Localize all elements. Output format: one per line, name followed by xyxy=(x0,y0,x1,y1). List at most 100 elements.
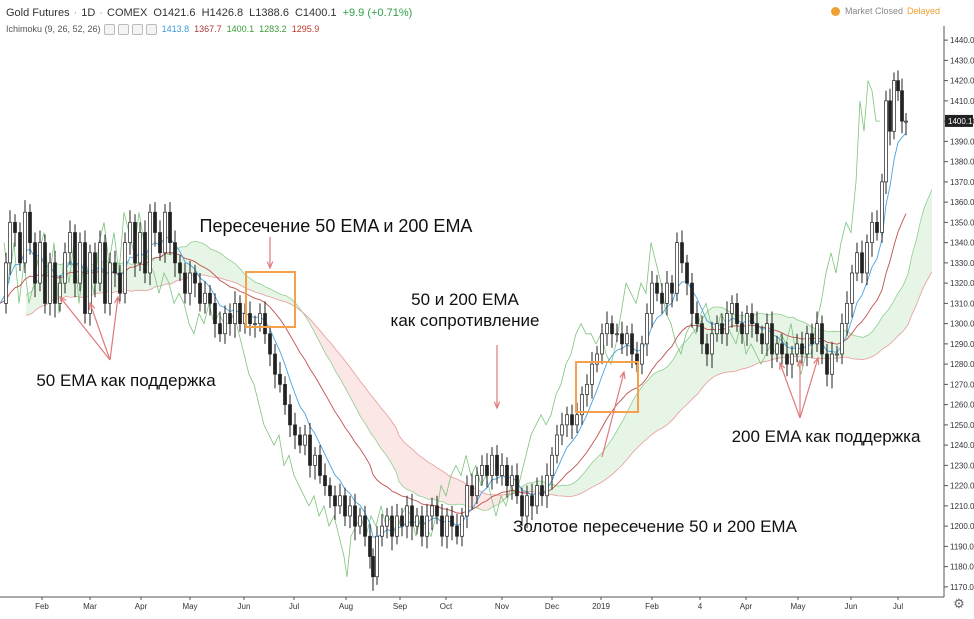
cloud-segment xyxy=(928,189,932,279)
y-tick-label: 1420.0 xyxy=(950,77,974,86)
indicator-value-1: 1413.8 xyxy=(161,24,190,34)
candle-body xyxy=(695,313,699,324)
symbol-name[interactable]: Gold Futures xyxy=(6,7,70,19)
close-icon[interactable] xyxy=(131,23,143,35)
candle-body xyxy=(318,454,322,476)
y-tick-label: 1250.0 xyxy=(950,421,974,430)
candle-body xyxy=(845,303,849,324)
y-tick-label: 1320.0 xyxy=(950,279,974,288)
candle-body xyxy=(263,313,267,335)
open-value: O1421.6 xyxy=(153,7,196,19)
eye-icon[interactable] xyxy=(103,23,115,35)
y-tick-label: 1390.0 xyxy=(950,137,974,146)
cloud-segment xyxy=(256,282,261,294)
candle-body xyxy=(835,353,839,356)
cloud-segment xyxy=(428,462,433,500)
candle-body xyxy=(590,363,594,385)
candle-body xyxy=(875,222,879,233)
gear-icon[interactable]: ⚙ xyxy=(953,596,965,611)
candle-body xyxy=(790,353,794,365)
candle-body xyxy=(103,242,107,304)
candle-body xyxy=(600,333,604,355)
candle-body xyxy=(896,80,900,92)
exchange-label: COMEX xyxy=(107,7,148,19)
cloud-segment xyxy=(648,374,653,438)
candle-body xyxy=(308,434,312,466)
y-tick-label: 1280.0 xyxy=(950,360,974,369)
candle-body xyxy=(440,515,444,537)
cloud-segment xyxy=(668,359,673,425)
candle-body xyxy=(223,313,227,335)
candle-body xyxy=(178,262,182,274)
candle-body xyxy=(445,515,449,537)
cloud-segment xyxy=(903,274,908,332)
candle-body xyxy=(655,282,659,294)
cloud-segment xyxy=(678,343,683,414)
support200-arrow-3-head xyxy=(813,356,820,366)
candle-body xyxy=(293,424,297,436)
support200-arrow-1 xyxy=(779,362,801,419)
candle-body xyxy=(770,323,774,355)
cloud-segment xyxy=(638,385,643,448)
candle-body xyxy=(435,505,439,517)
candle-body xyxy=(555,434,559,456)
y-tick-label: 1230.0 xyxy=(950,461,974,470)
candle-body xyxy=(645,313,649,345)
cloud-segment xyxy=(912,241,916,315)
y-tick-label: 1240.0 xyxy=(950,441,974,450)
candle-body xyxy=(8,222,12,264)
candle-body xyxy=(425,515,429,537)
cloud-segment xyxy=(458,479,463,505)
cloud-segment xyxy=(346,361,351,399)
x-tick-label: Feb xyxy=(35,602,49,611)
candle-body xyxy=(880,181,884,233)
candle-body xyxy=(188,272,192,294)
candle-body xyxy=(740,323,744,335)
cloud-segment xyxy=(673,350,678,420)
x-tick-label: Apr xyxy=(135,602,148,611)
settings-icon[interactable] xyxy=(117,23,129,35)
y-tick-label: 1310.0 xyxy=(950,299,974,308)
cloud-segment xyxy=(206,245,211,277)
candle-body xyxy=(805,333,809,355)
support-arrow-3 xyxy=(109,296,119,361)
interval-label[interactable]: 1D xyxy=(81,7,96,19)
cloud-segment xyxy=(246,275,251,291)
x-tick-label: Oct xyxy=(440,602,453,611)
candle-body xyxy=(213,303,217,324)
indicator-name[interactable]: Ichimoku (9, 26, 52, 26) xyxy=(6,24,101,34)
price-axis xyxy=(944,0,974,614)
cloud-segment xyxy=(663,366,668,428)
golden-cross-box xyxy=(575,361,639,413)
x-tick-label: Nov xyxy=(495,602,509,611)
candle-body xyxy=(450,515,454,527)
cloud-segment xyxy=(281,294,286,303)
cloud-segment xyxy=(156,257,161,287)
candle-body xyxy=(78,242,82,284)
x-tick-label: Dec xyxy=(545,602,559,611)
annotation-label: Пересечение 50 EMA и 200 EMA xyxy=(200,216,473,236)
x-tick-label: May xyxy=(182,602,197,611)
candle-body xyxy=(670,282,674,294)
cloud-segment xyxy=(216,250,221,279)
candle-body xyxy=(118,272,122,294)
candle-body xyxy=(183,272,187,294)
cloud-segment xyxy=(628,400,633,459)
candle-body xyxy=(338,495,342,507)
cloud-segment xyxy=(563,485,568,497)
chart-header: Gold Futures · 1D · COMEX O1421.6 H1426.… xyxy=(6,7,413,19)
cloud-segment xyxy=(356,375,361,418)
candle-body xyxy=(892,80,896,132)
candle-body xyxy=(510,475,514,486)
candle-body xyxy=(585,384,589,395)
more-icon[interactable] xyxy=(145,23,157,35)
candle-body xyxy=(480,465,484,476)
candle-body xyxy=(43,242,47,304)
candle-body xyxy=(460,515,464,537)
cloud-segment xyxy=(588,461,593,490)
candle-body xyxy=(233,303,237,324)
candle-body xyxy=(273,353,277,375)
candle-body xyxy=(258,313,262,324)
